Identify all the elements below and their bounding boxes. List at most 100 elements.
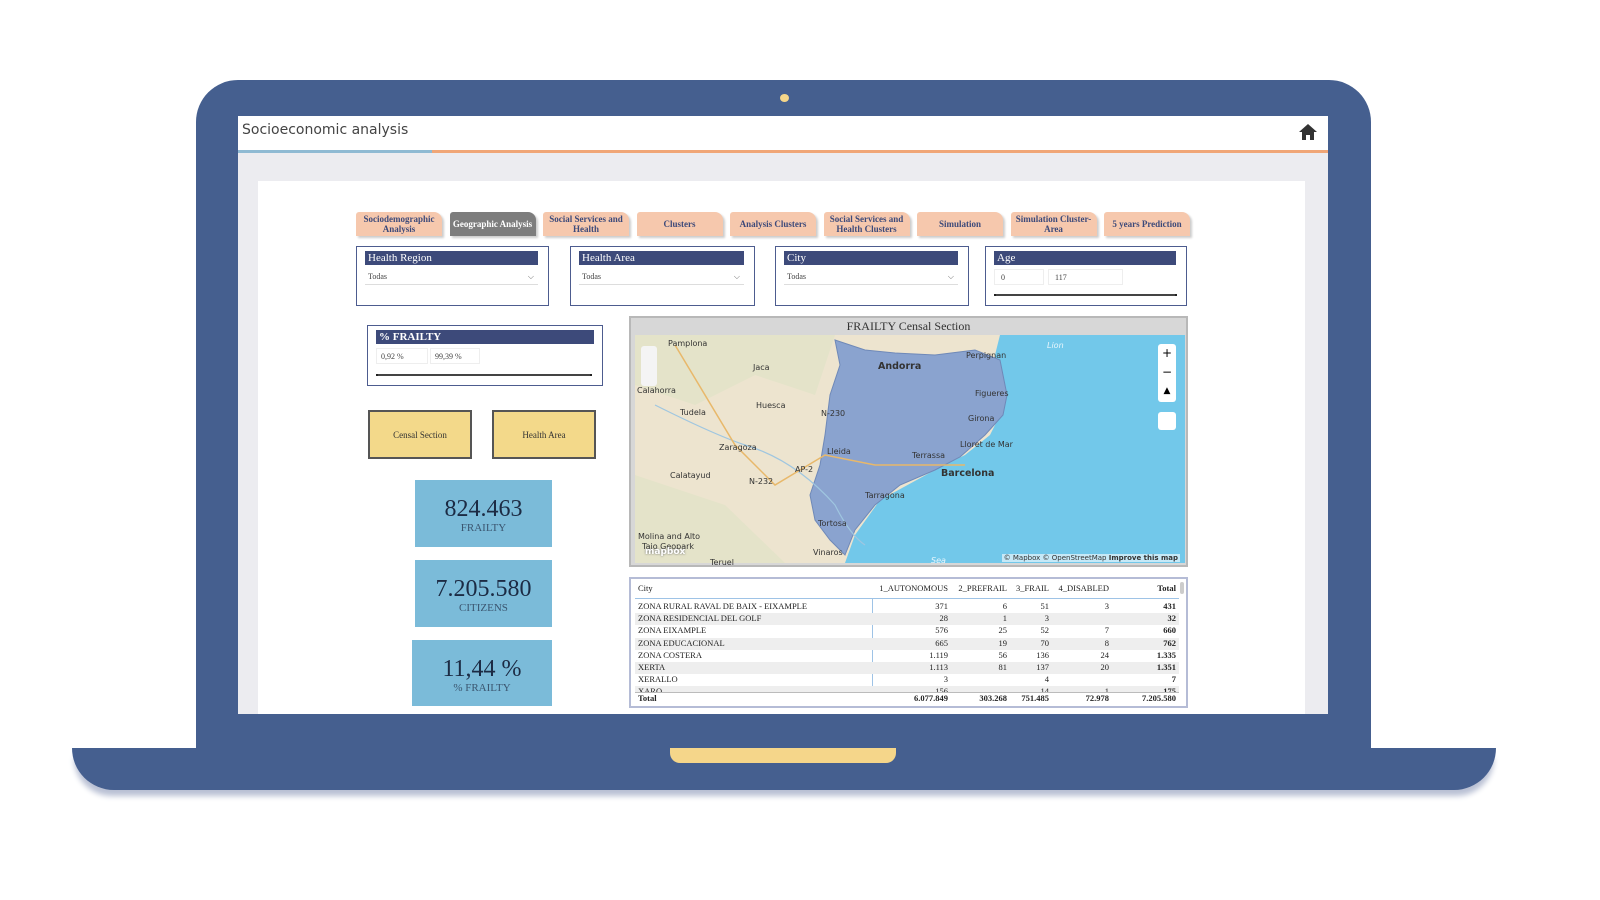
place-label: Lion bbox=[1047, 341, 1064, 350]
age-max[interactable]: 117 bbox=[1048, 269, 1123, 285]
table-cell: 28 bbox=[939, 613, 949, 624]
frailty-slicer: % FRAILTY 0,92 % 99,39 % bbox=[367, 325, 603, 386]
table-cell: 52 bbox=[1040, 625, 1050, 636]
place-label: Lloret de Mar bbox=[960, 440, 1013, 449]
river bbox=[654, 404, 866, 546]
place-label: Perpignan bbox=[966, 351, 1007, 360]
nav-tab[interactable]: Analysis Clusters bbox=[730, 212, 816, 236]
nav-tab[interactable]: Geographic Analysis bbox=[449, 212, 536, 236]
map-search[interactable] bbox=[1158, 412, 1176, 430]
map-logo: mapbox bbox=[645, 547, 686, 557]
nav-tab[interactable]: Simulation bbox=[917, 212, 1003, 236]
table-cell: 175 bbox=[1163, 686, 1176, 696]
table-cell: 19 bbox=[998, 637, 1008, 648]
map-tool[interactable] bbox=[641, 346, 657, 386]
table-cell: 7 bbox=[1104, 625, 1109, 636]
total-cell: 72.978 bbox=[1085, 693, 1109, 703]
dropdown-value: Todas bbox=[368, 272, 387, 281]
screen: Socioeconomic analysis Sociodemographic … bbox=[238, 116, 1328, 714]
row-band bbox=[635, 637, 1179, 650]
column-header: City bbox=[638, 583, 653, 593]
map-attribution: © Mapbox © OpenStreetMap Improve this ma… bbox=[1001, 554, 1180, 562]
table-cell: 7 bbox=[1171, 674, 1176, 685]
filter-slicer: Health Area Todas ⌵ bbox=[570, 246, 755, 306]
place-label: N-230 bbox=[821, 409, 846, 418]
place-label: Figueres bbox=[975, 389, 1009, 398]
place-label: Molina and Alto bbox=[638, 532, 701, 541]
view-button[interactable]: Health Area bbox=[492, 410, 596, 459]
row-band bbox=[635, 613, 1179, 626]
table-cell: 6 bbox=[1002, 601, 1007, 611]
column-header: 1_AUTONOMOUS bbox=[879, 583, 948, 593]
map-controls[interactable]: + − ▲ bbox=[1158, 344, 1176, 402]
map-canvas[interactable] bbox=[635, 335, 1185, 563]
dropdown[interactable]: Todas ⌵ bbox=[365, 269, 538, 285]
nav-tab[interactable]: Social Services and Health Clusters bbox=[823, 212, 910, 236]
table-cell: 576 bbox=[935, 625, 948, 636]
table-cell: 762 bbox=[1163, 637, 1176, 648]
total-cell: 751.485 bbox=[1021, 693, 1049, 703]
nav-tab[interactable]: Social Services and Health bbox=[543, 212, 629, 236]
table-cell: 1 bbox=[1105, 686, 1109, 696]
kpi-card: 7.205.580 CITIZENS bbox=[415, 560, 552, 627]
chevron: ⌵ bbox=[733, 272, 740, 281]
chevron: ⌵ bbox=[527, 272, 534, 281]
header-rule bbox=[432, 150, 1328, 153]
age-label: Age bbox=[994, 251, 1176, 265]
table-cell: XARO bbox=[638, 686, 662, 696]
kpi-label: % FRAILTY bbox=[453, 682, 511, 694]
table-cell: 3 bbox=[1044, 613, 1049, 624]
report-canvas: Sociodemographic Analysis Geographic Anal… bbox=[258, 181, 1305, 714]
map-visual: FRAILTY Censal Section Pamplona Andorra Per… bbox=[629, 316, 1188, 567]
zoom-out[interactable]: − bbox=[1161, 365, 1173, 379]
filter-slicer: Health Region Todas ⌵ bbox=[356, 246, 549, 306]
terrain bbox=[635, 475, 785, 563]
age-min[interactable]: 0 bbox=[994, 269, 1044, 285]
header-title: Socioeconomic analysis bbox=[242, 122, 409, 138]
place-label: Tortosa bbox=[818, 519, 847, 528]
camera bbox=[780, 94, 789, 102]
table-cell: 1 bbox=[1002, 613, 1007, 624]
filter-label: Health Region bbox=[365, 251, 538, 265]
place-label: Zaragoza bbox=[719, 443, 757, 452]
trackpad-notch bbox=[670, 748, 896, 763]
slider-track[interactable] bbox=[376, 374, 592, 376]
place-label: Calahorra bbox=[637, 386, 676, 395]
frailty-min[interactable]: 0,92 % bbox=[376, 348, 428, 364]
table-cell: 371 bbox=[935, 601, 948, 611]
nav-tab[interactable]: 5 years Prediction bbox=[1104, 212, 1190, 236]
place-label: Lleida bbox=[827, 447, 851, 456]
dropdown[interactable]: Todas ⌵ bbox=[784, 269, 958, 285]
slider-track[interactable] bbox=[994, 294, 1177, 296]
nav-tab[interactable]: Simulation Cluster-Area bbox=[1010, 212, 1097, 236]
frailty-max[interactable]: 99,39 % bbox=[430, 348, 480, 364]
attribution-link[interactable]: Improve this map bbox=[1108, 554, 1178, 562]
dropdown[interactable]: Todas ⌵ bbox=[579, 269, 744, 285]
table-cell: 20 bbox=[1100, 662, 1110, 672]
nav-tab[interactable]: Clusters bbox=[636, 212, 723, 236]
table-cell: 56 bbox=[998, 649, 1008, 660]
data-table: City 1_AUTONOMOUS 2_PREFRAIL 3_FRAIL 4_DISAB… bbox=[629, 577, 1188, 708]
kpi-value: 7.205.580 bbox=[435, 576, 532, 602]
total-cell: Total bbox=[638, 693, 657, 703]
kpi-value: 824.463 bbox=[444, 496, 523, 522]
table-cell: 3 bbox=[1104, 601, 1109, 611]
attribution-text: © Mapbox © OpenStreetMap bbox=[1003, 554, 1107, 562]
scrollbar[interactable] bbox=[1180, 582, 1184, 594]
table-cell: ZONA RURAL RAVAL DE BAIX - EIXAMPLE bbox=[638, 601, 808, 611]
compass[interactable]: ▲ bbox=[1163, 386, 1171, 396]
frailty-label: % FRAILTY bbox=[376, 330, 594, 344]
view-button[interactable]: Censal Section bbox=[368, 410, 472, 459]
column-header: 3_FRAIL bbox=[1015, 583, 1049, 593]
place-label: Girona bbox=[968, 414, 995, 423]
table-cell: ZONA COSTERA bbox=[638, 649, 702, 660]
table-cell: 1.335 bbox=[1156, 649, 1176, 660]
table-cell: ZONA EDUCACIONAL bbox=[638, 637, 725, 648]
nav-tab[interactable]: Sociodemographic Analysis bbox=[356, 212, 442, 236]
place-label: Tudela bbox=[680, 408, 706, 417]
zoom-in[interactable]: + bbox=[1161, 346, 1173, 360]
table-cell: 1.351 bbox=[1156, 662, 1176, 672]
dropdown-value: Todas bbox=[582, 272, 601, 281]
home-icon[interactable] bbox=[1298, 123, 1318, 141]
table-cell: 70 bbox=[1040, 637, 1050, 648]
